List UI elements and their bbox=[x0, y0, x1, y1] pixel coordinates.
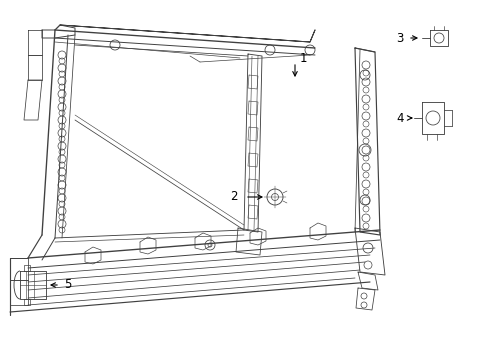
Text: 3: 3 bbox=[396, 31, 404, 45]
Text: 5: 5 bbox=[64, 279, 72, 292]
Text: 1: 1 bbox=[300, 51, 308, 64]
Text: 2: 2 bbox=[230, 190, 238, 203]
Text: 4: 4 bbox=[396, 112, 404, 125]
